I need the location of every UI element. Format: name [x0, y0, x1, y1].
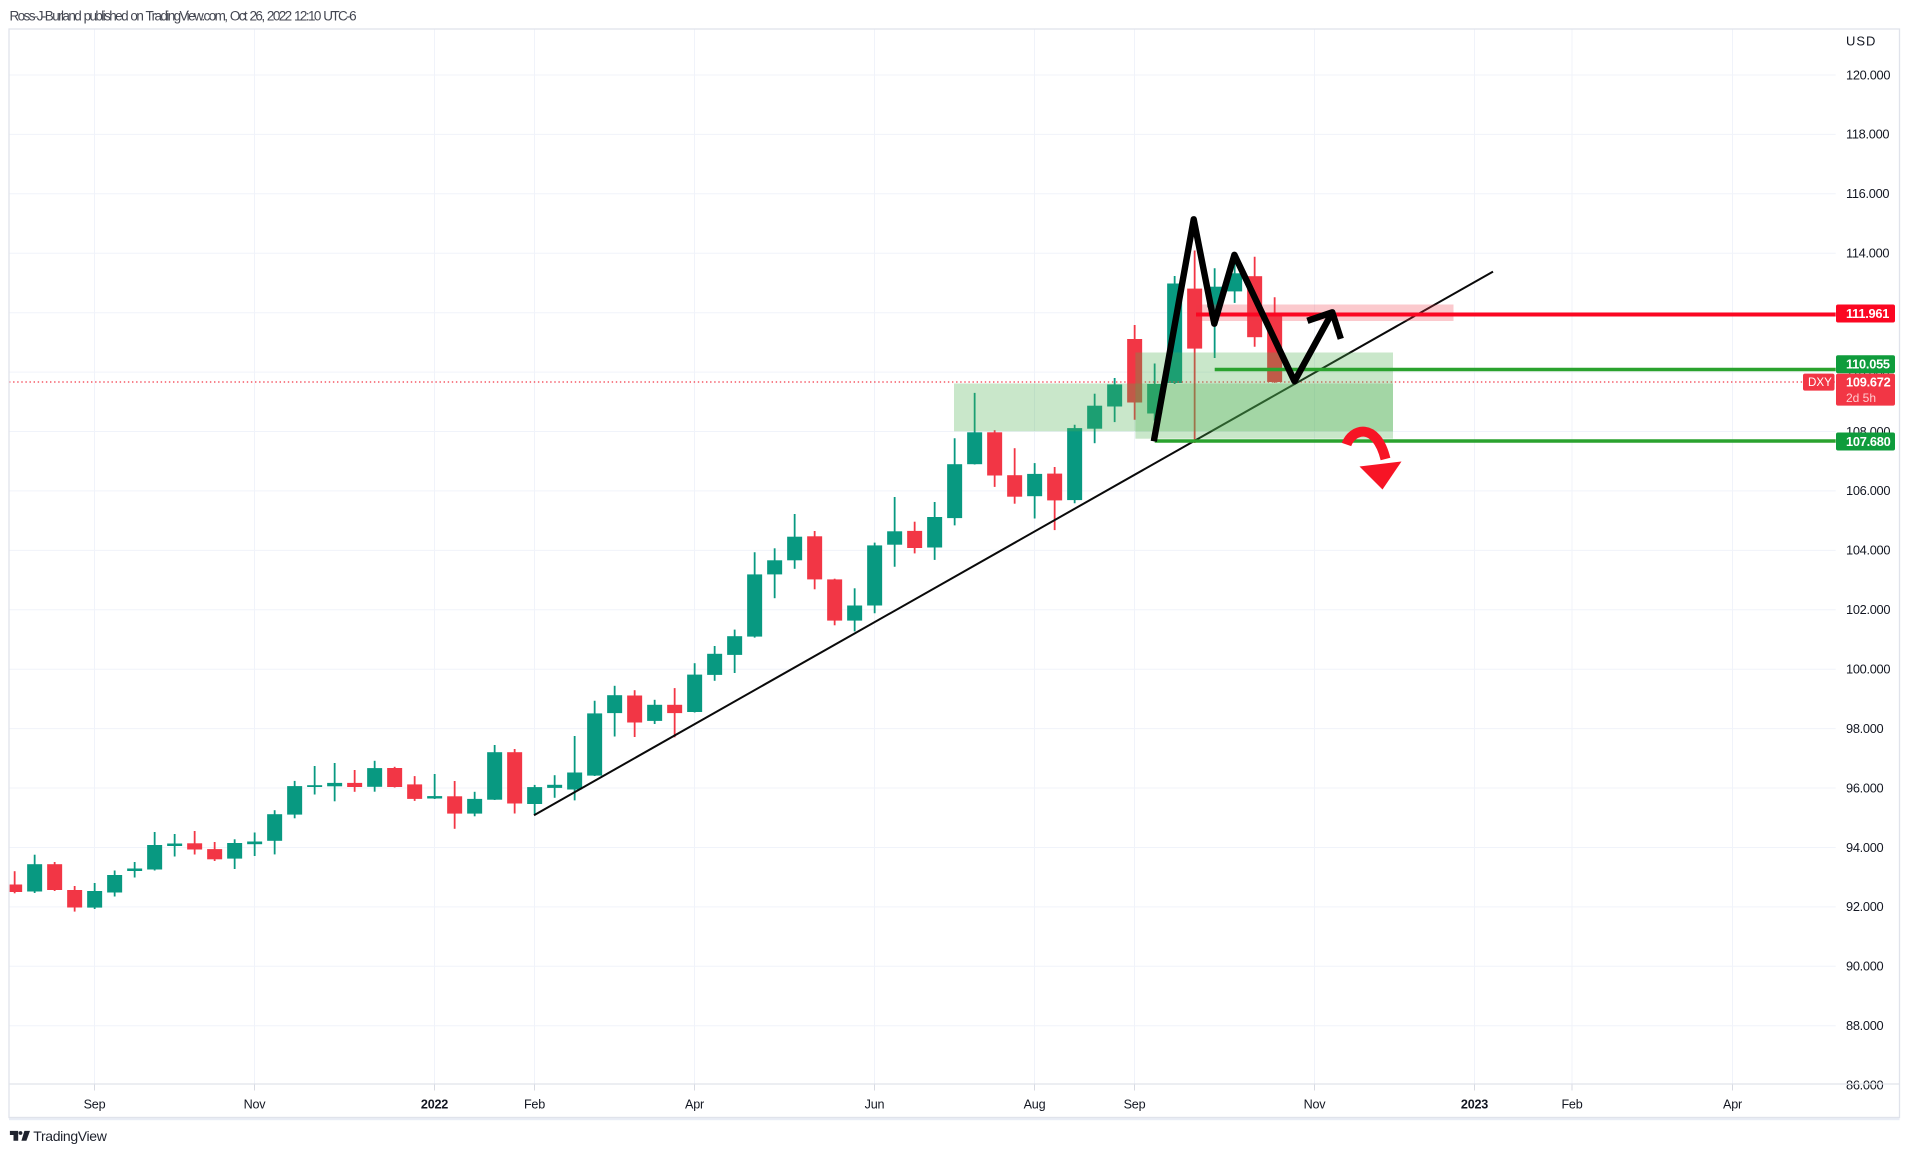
svg-text:Feb: Feb — [524, 1098, 545, 1112]
svg-text:DXY: DXY — [1808, 376, 1832, 389]
svg-text:102.000: 102.000 — [1846, 602, 1890, 617]
svg-text:88.000: 88.000 — [1846, 1018, 1884, 1033]
svg-text:92.000: 92.000 — [1846, 899, 1884, 914]
svg-text:106.000: 106.000 — [1846, 483, 1890, 498]
svg-text:109.672: 109.672 — [1846, 375, 1891, 390]
svg-text:2023: 2023 — [1461, 1098, 1488, 1112]
svg-text:104.000: 104.000 — [1846, 543, 1890, 558]
svg-text:TradingView: TradingView — [33, 1128, 107, 1144]
svg-text:86.000: 86.000 — [1846, 1077, 1884, 1092]
svg-text:USD: USD — [1846, 33, 1876, 48]
svg-text:90.000: 90.000 — [1846, 959, 1884, 974]
svg-text:Nov: Nov — [244, 1098, 267, 1112]
svg-text:Sep: Sep — [1124, 1098, 1146, 1112]
svg-text:Apr: Apr — [1723, 1098, 1742, 1112]
svg-text:2d 5h: 2d 5h — [1846, 391, 1876, 405]
svg-text:Nov: Nov — [1304, 1098, 1327, 1112]
svg-text:96.000: 96.000 — [1846, 780, 1884, 795]
svg-text:Jun: Jun — [865, 1098, 885, 1112]
svg-text:118.000: 118.000 — [1846, 127, 1889, 142]
svg-text:120.000: 120.000 — [1846, 67, 1890, 82]
svg-text:98.000: 98.000 — [1846, 721, 1884, 736]
svg-text:100.000: 100.000 — [1846, 662, 1890, 677]
svg-text:2022: 2022 — [421, 1098, 448, 1112]
svg-text:Sep: Sep — [84, 1098, 106, 1112]
svg-text:Ross-J-Burland published on Tr: Ross-J-Burland published on TradingView.… — [10, 9, 357, 24]
svg-text:116.000: 116.000 — [1846, 186, 1889, 201]
svg-text:Aug: Aug — [1024, 1098, 1046, 1112]
svg-text:Apr: Apr — [685, 1098, 704, 1112]
svg-text:107.680: 107.680 — [1846, 434, 1891, 449]
svg-text:94.000: 94.000 — [1846, 840, 1884, 855]
svg-text:Feb: Feb — [1561, 1098, 1582, 1112]
svg-text:110.055: 110.055 — [1846, 357, 1890, 372]
svg-text:111.961: 111.961 — [1846, 306, 1889, 321]
svg-text:114.000: 114.000 — [1846, 246, 1889, 261]
